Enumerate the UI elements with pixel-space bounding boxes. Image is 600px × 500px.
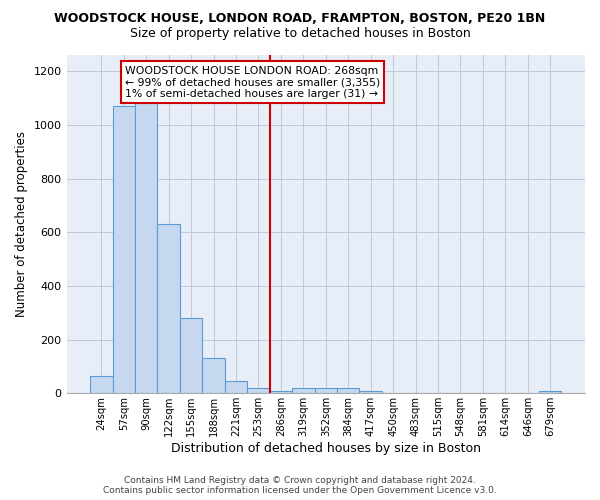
Text: WOODSTOCK HOUSE LONDON ROAD: 268sqm
← 99% of detached houses are smaller (3,355): WOODSTOCK HOUSE LONDON ROAD: 268sqm ← 99… xyxy=(125,66,380,99)
Bar xyxy=(135,83,157,394)
Text: WOODSTOCK HOUSE, LONDON ROAD, FRAMPTON, BOSTON, PE20 1BN: WOODSTOCK HOUSE, LONDON ROAD, FRAMPTON, … xyxy=(55,12,545,26)
Bar xyxy=(225,381,247,394)
Bar xyxy=(157,224,180,394)
Bar xyxy=(292,388,314,394)
X-axis label: Distribution of detached houses by size in Boston: Distribution of detached houses by size … xyxy=(171,442,481,455)
Bar xyxy=(337,388,359,394)
Text: Contains HM Land Registry data © Crown copyright and database right 2024.
Contai: Contains HM Land Registry data © Crown c… xyxy=(103,476,497,495)
Bar xyxy=(113,106,135,394)
Bar xyxy=(539,390,562,394)
Text: Size of property relative to detached houses in Boston: Size of property relative to detached ho… xyxy=(130,28,470,40)
Bar xyxy=(359,390,382,394)
Bar xyxy=(90,376,113,394)
Y-axis label: Number of detached properties: Number of detached properties xyxy=(15,131,28,317)
Bar xyxy=(269,390,292,394)
Bar xyxy=(180,318,202,394)
Bar xyxy=(247,388,269,394)
Bar xyxy=(202,358,225,394)
Bar xyxy=(314,388,337,394)
